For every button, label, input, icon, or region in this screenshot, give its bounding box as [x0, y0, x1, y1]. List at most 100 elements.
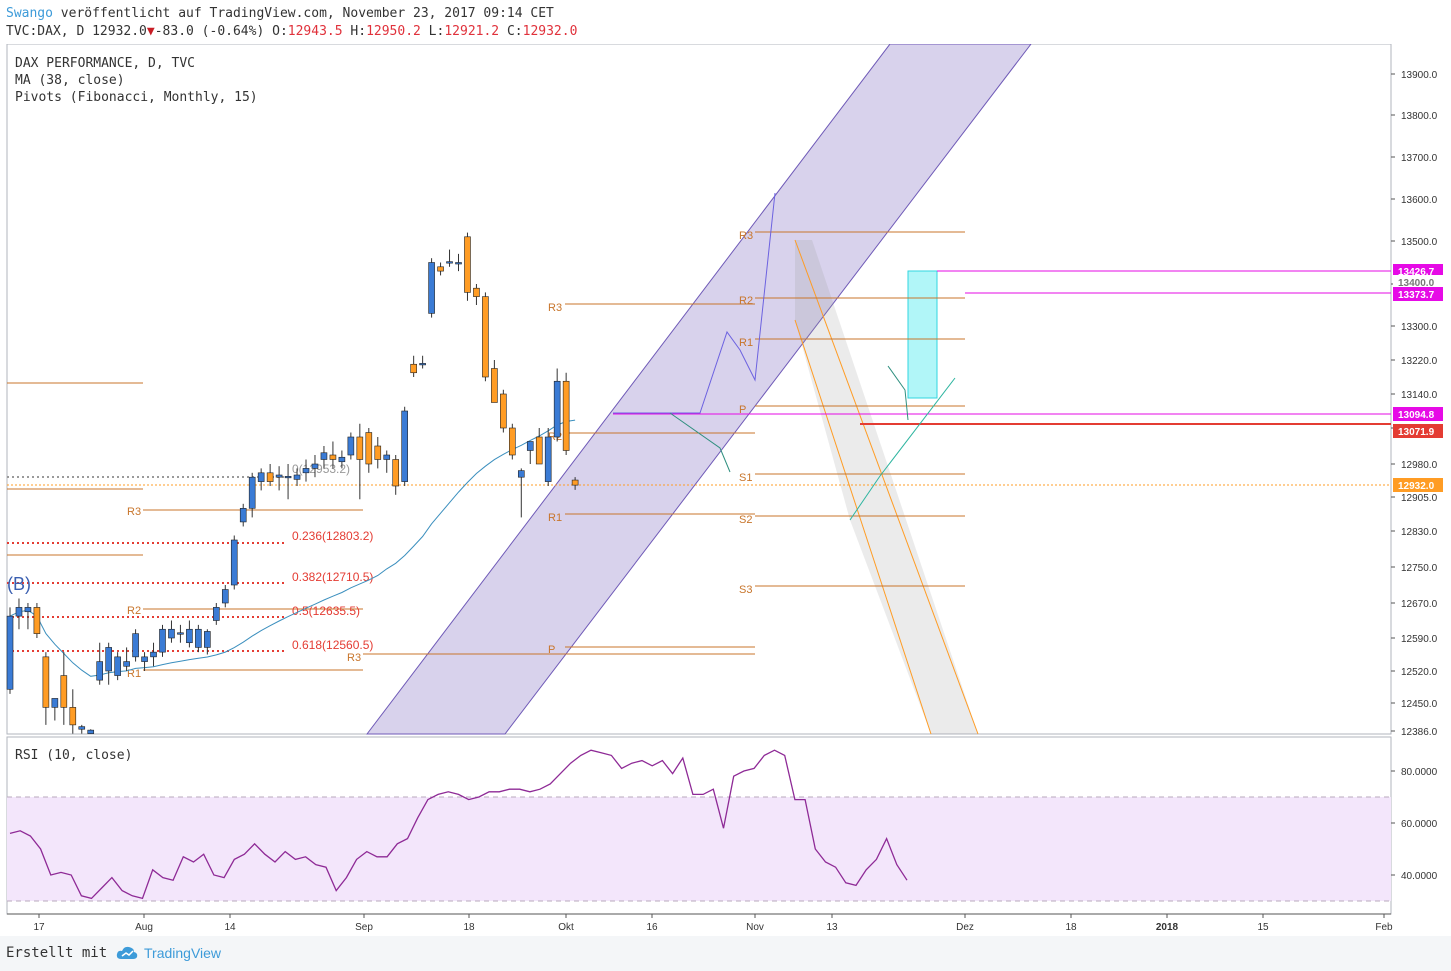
rsi-line: [9, 749, 908, 900]
author-link[interactable]: Swango: [6, 6, 53, 21]
price-tick-label: 13800.0: [1401, 111, 1438, 122]
candle: [392, 455, 400, 495]
candle: [410, 355, 417, 377]
candle: [553, 368, 561, 442]
time-tick-label: 17: [33, 922, 45, 933]
low-value: 12921.2: [444, 24, 500, 39]
time-axis[interactable]: 17 Aug 14 Sep 18 Okt 16 Nov 13 Dez 18 2018 15 Feb: [7, 913, 1393, 933]
legend-pivots: Pivots (Fibonacci, Monthly, 15): [15, 90, 258, 105]
time-tick-label: Okt: [558, 922, 574, 933]
svg-text:12932.0: 12932.0: [1398, 481, 1435, 492]
price-tick-label: 13300.0: [1401, 322, 1438, 333]
candle: [114, 652, 121, 681]
close-value: 12932.0: [522, 24, 578, 39]
candle: [464, 232, 471, 301]
candle: [356, 423, 364, 500]
pivot-label-r3: R3: [548, 302, 562, 314]
candle: [168, 620, 175, 643]
price-label: 13094.8: [1393, 407, 1443, 421]
candle: [338, 450, 346, 469]
ohlc-line: TVC:DAX, D 12932.0▼-83.0 (-0.64%) O:1294…: [6, 24, 577, 39]
fib-lines: [7, 476, 285, 652]
svg-text:13400.0: 13400.0: [1398, 278, 1435, 289]
candle: [284, 464, 292, 500]
candle: [186, 620, 193, 648]
candle: [6, 607, 14, 694]
pivot-label-s3: S3: [739, 584, 752, 596]
candle: [230, 535, 238, 590]
fib-label-0382: 0.382(12710.5): [292, 570, 373, 584]
time-tick-label: Nov: [746, 922, 764, 933]
time-tick-label: Feb: [1375, 922, 1393, 933]
fib-label-0: 0(12953.2): [292, 462, 350, 476]
footer: Erstellt mit TradingView: [0, 936, 1451, 971]
symbol-label: TVC:DAX, D: [6, 24, 93, 39]
candle: [419, 355, 426, 369]
high-label: H:: [342, 24, 367, 39]
fib-labels: 0(12953.2) 0.236(12803.2) 0.382(12710.5)…: [292, 462, 373, 652]
chart-header: Swango veröffentlicht auf TradingView.co…: [0, 0, 1451, 44]
price-tick-label: 13220.0: [1401, 356, 1438, 367]
rsi-band: [7, 797, 1391, 901]
time-tick-label: 18: [463, 922, 475, 933]
svg-text:13373.7: 13373.7: [1398, 290, 1435, 301]
tradingview-link[interactable]: TradingView: [116, 945, 221, 961]
pivot-label-p: P: [548, 644, 555, 656]
candle: [311, 455, 319, 478]
publish-line: Swango veröffentlicht auf TradingView.co…: [6, 6, 554, 21]
rsi-tick-label: 80.0000: [1401, 767, 1438, 778]
price-legend: DAX PERFORMANCE, D, TVC MA (38, close) P…: [15, 56, 258, 105]
candle: [69, 689, 77, 734]
price-tick-label: 12750.0: [1401, 563, 1438, 574]
candle: [302, 459, 310, 482]
pivot-label-r1: R1: [548, 512, 562, 524]
candle: [33, 603, 41, 638]
price-label: 13426.7: [1393, 264, 1443, 278]
candles: [6, 232, 579, 734]
price-label: 12932.0: [1393, 478, 1443, 492]
time-tick-label: 16: [646, 922, 658, 933]
fib-label-0618: 0.618(12560.5): [292, 638, 373, 652]
pivot-label-r3: R3: [127, 506, 141, 518]
change-value: -83.0 (-0.64%): [154, 24, 265, 39]
time-tick-label: 18: [1065, 922, 1077, 933]
candle: [51, 698, 59, 721]
pivot-label-s1: S1: [739, 472, 752, 484]
price-label: 13373.7: [1393, 287, 1443, 301]
candle: [473, 284, 480, 305]
pivot-label-p: P: [739, 404, 746, 416]
candle: [491, 360, 498, 403]
time-tick-label: 14: [224, 922, 236, 933]
descending-channel-lower: [794, 319, 932, 735]
rsi-axis[interactable]: 80.0000 60.0000 40.0000: [1391, 767, 1438, 882]
candle: [87, 729, 95, 734]
candle: [266, 464, 274, 486]
pivot-lines: [7, 231, 965, 671]
price-tick-label: 13700.0: [1401, 153, 1438, 164]
target-box: [907, 270, 938, 399]
pivot-label-r1: R1: [127, 668, 141, 680]
candle: [213, 603, 220, 625]
svg-text:13071.9: 13071.9: [1398, 427, 1435, 438]
candle: [509, 423, 516, 460]
candle: [105, 642, 112, 685]
price-axis[interactable]: 13900.0 13800.0 13700.0 13600.0 13500.0 13400…: [1391, 70, 1438, 738]
price-tick-label: 12980.0: [1401, 460, 1438, 471]
price-tick-label: 12520.0: [1401, 667, 1438, 678]
price-tick-label: 13500.0: [1401, 237, 1438, 248]
triangle-c: [887, 365, 909, 421]
candle: [455, 253, 462, 272]
candle: [141, 652, 148, 671]
candle: [78, 724, 86, 734]
price-tick-label: 13600.0: [1401, 195, 1438, 206]
candle: [221, 585, 229, 608]
price-pane[interactable]: [6, 43, 1392, 735]
candle: [239, 503, 247, 527]
candle: [571, 477, 579, 490]
price-tick-label: 13900.0: [1401, 70, 1438, 81]
legend-symbol: DAX PERFORMANCE, D, TVC: [15, 56, 195, 71]
pivot-label-r2: R2: [127, 605, 141, 617]
triangle-b: [849, 377, 956, 521]
pivot-label-r2: R2: [739, 295, 753, 307]
candle: [24, 603, 32, 630]
